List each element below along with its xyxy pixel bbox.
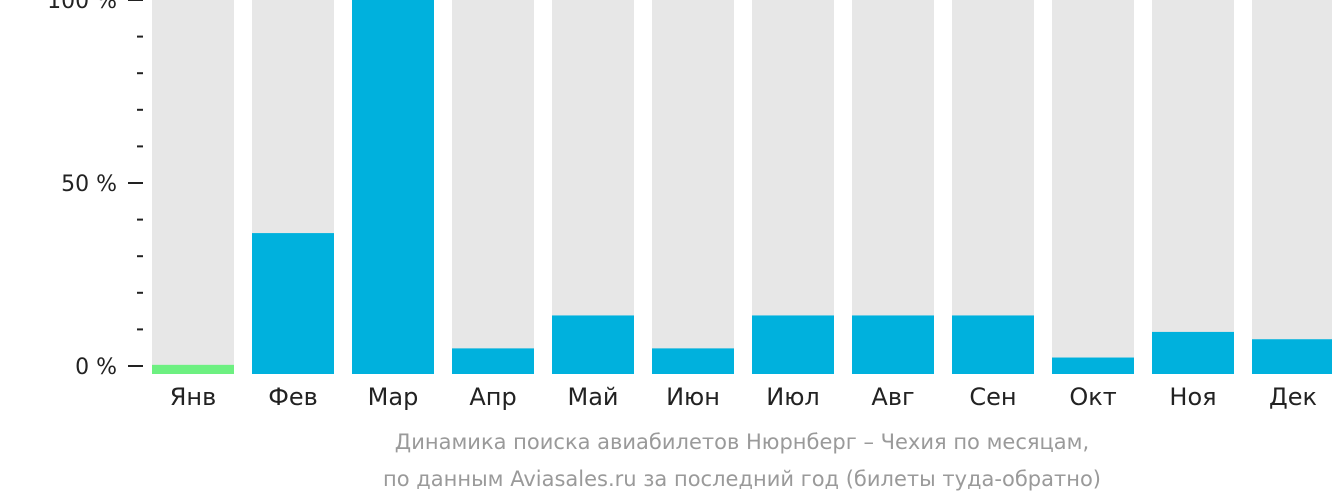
bar-Июн bbox=[652, 348, 734, 374]
bar-Янв bbox=[152, 364, 234, 374]
x-tick-label: Апр bbox=[469, 383, 516, 411]
bar-Авг bbox=[852, 315, 934, 374]
x-tick-label: Ноя bbox=[1169, 383, 1216, 411]
bar-Окт bbox=[1052, 357, 1134, 374]
monthly-search-bar-chart: 0 % 50 % 100 % Янв Фев Мар Апр Май Июн Июл Авг Сен… bbox=[47, 0, 1332, 411]
x-axis-labels: Янв Фев Мар Апр Май Июн Июл Авг Сен Окт Ноя Дек bbox=[170, 383, 1317, 411]
x-tick-label: Фев bbox=[268, 383, 318, 411]
x-tick-label: Янв bbox=[170, 383, 217, 411]
bar-background bbox=[1152, 0, 1234, 374]
x-tick-label: Авг bbox=[871, 383, 914, 411]
x-tick-label: Окт bbox=[1069, 383, 1116, 411]
bar-background bbox=[952, 0, 1034, 374]
x-tick-label: Дек bbox=[1269, 383, 1317, 411]
bar-Фев bbox=[252, 233, 334, 374]
bar-Дек bbox=[1252, 339, 1332, 374]
caption-line-2: по данным Aviasales.ru за последний год … bbox=[383, 467, 1101, 491]
bar-background bbox=[752, 0, 834, 374]
bar-background bbox=[1052, 0, 1134, 374]
caption-line-1: Динамика поиска авиабилетов Нюрнберг – Ч… bbox=[394, 430, 1090, 454]
y-axis: 0 % 50 % 100 % bbox=[47, 0, 143, 380]
x-tick-label: Июн bbox=[666, 383, 720, 411]
x-tick-label: Мар bbox=[368, 383, 419, 411]
bar-background bbox=[652, 0, 734, 374]
x-tick-label: Июл bbox=[766, 383, 820, 411]
bar-Июл bbox=[752, 315, 834, 374]
bar-Сен bbox=[952, 315, 1034, 374]
bar-background bbox=[852, 0, 934, 374]
value-bars bbox=[152, 0, 1332, 374]
bar-Ноя bbox=[1152, 331, 1234, 374]
bar-background bbox=[152, 0, 234, 374]
bar-background bbox=[1252, 0, 1332, 374]
x-tick-label: Май bbox=[567, 383, 618, 411]
bar-background bbox=[552, 0, 634, 374]
y-tick-label: 0 % bbox=[75, 355, 117, 380]
bar-Мар bbox=[352, 0, 434, 374]
x-tick-label: Сен bbox=[969, 383, 1016, 411]
bar-Май bbox=[552, 315, 634, 374]
bar-Апр bbox=[452, 348, 534, 374]
bar-background bbox=[452, 0, 534, 374]
y-tick-label: 50 % bbox=[61, 172, 117, 197]
y-tick-label: 100 % bbox=[47, 0, 117, 14]
